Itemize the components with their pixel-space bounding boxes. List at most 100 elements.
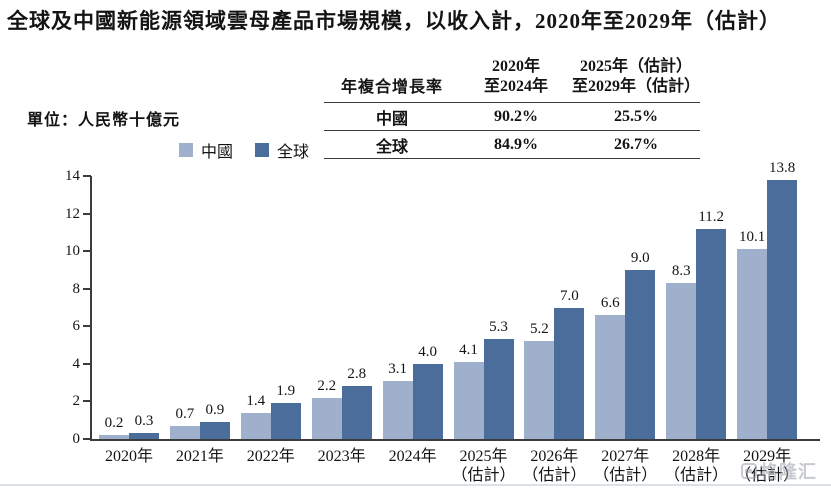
y-axis-tick [83, 287, 91, 290]
bar-value-label: 5.3 [489, 319, 508, 336]
cagr-china-2020-2024: 90.2% [494, 107, 538, 125]
cagr-row-global: 全球 84.9% 26.7% [324, 131, 700, 159]
y-axis-tick [83, 362, 91, 365]
x-axis-label: 2021年 [175, 448, 224, 465]
bar-value-label: 13.8 [768, 159, 796, 176]
bar-value-label: 0.9 [205, 402, 225, 419]
x-axis-label: 2024年 [388, 448, 437, 465]
y-axis-tick [83, 250, 91, 253]
cagr-col1-line1: 2020年 [491, 58, 540, 75]
gelonghui-logo-icon [741, 463, 757, 479]
bar-value-label: 1.9 [276, 383, 296, 400]
chart-title: 全球及中國新能源領域雲母產品市場規模，以收入計，2020年至2029年（估計） [7, 9, 781, 33]
unit-label: 單位：人民幣十億元 [27, 112, 181, 129]
bar-global-2020 [129, 433, 159, 439]
bar-global-2029 [767, 179, 798, 439]
bar-global-2028 [696, 228, 727, 439]
page-bottom-divider [0, 484, 831, 486]
bar-value-label: 2.2 [317, 377, 337, 394]
bar-global-2021 [199, 422, 230, 439]
cagr-global-label: 全球 [375, 138, 408, 156]
bar-value-label: 4.1 [459, 341, 478, 358]
bar-value-label: 9.0 [630, 249, 650, 266]
bar-china-2020 [99, 435, 129, 439]
bar-value-label: 0.7 [175, 405, 195, 422]
bar-china-2023 [311, 397, 342, 439]
x-axis [90, 439, 820, 441]
y-axis-tick-label: 12 [65, 205, 80, 222]
legend-swatch-china-icon [179, 143, 193, 157]
legend-item-china: 中國 [179, 138, 233, 162]
x-axis-label: 2028年 （估計） [664, 448, 729, 484]
cagr-col-header-2025-2029: 2025年（估計） 至2029年（估計） [572, 57, 700, 97]
y-axis-tick [83, 175, 91, 177]
bar-china-2026 [524, 341, 555, 439]
bar-value-label: 1.4 [246, 392, 266, 409]
bar-global-2026 [554, 307, 585, 439]
y-axis-tick-label: 8 [72, 280, 81, 297]
watermark-text: 格隆汇 [760, 462, 817, 482]
bar-value-label: 11.2 [698, 208, 725, 225]
bar-value-label: 0.3 [134, 413, 154, 430]
bar-value-label: 0.2 [104, 415, 124, 432]
bar-china-2027 [595, 315, 626, 439]
bar-value-label: 4.0 [418, 343, 437, 360]
bar-china-2029 [737, 249, 768, 439]
cagr-col1-line2: 至2024年 [483, 78, 548, 95]
y-axis-tick-label: 6 [72, 318, 81, 335]
watermark-gelonghui: 格隆汇 [741, 458, 817, 484]
cagr-china-2025-2029: 25.5% [614, 107, 658, 125]
bar-global-2022 [270, 403, 301, 439]
legend-item-global: 全球 [255, 138, 309, 162]
x-axis-label: 2025年 （估計） [451, 448, 516, 484]
bar-value-label: 7.0 [560, 287, 579, 304]
y-axis-tick [83, 325, 91, 328]
x-axis-label: 2023年 [317, 448, 366, 465]
legend-label-global: 全球 [277, 144, 310, 161]
y-axis-tick [83, 438, 91, 440]
cagr-global-2020-2024: 84.9% [494, 135, 538, 153]
bar-value-label: 2.8 [347, 366, 367, 383]
x-axis-label: 2020年 [104, 448, 154, 465]
legend-label-china: 中國 [201, 144, 234, 161]
cagr-col2-line2: 至2029年（估計） [572, 78, 701, 95]
bar-global-2027 [625, 269, 656, 439]
bar-value-label: 10.1 [738, 229, 766, 246]
bar-china-2024 [382, 380, 413, 439]
y-axis [90, 176, 92, 441]
legend-swatch-global-icon [255, 143, 270, 157]
cagr-table-header: 年複合增長率 2020年 至2024年 2025年（估計） 至2029年（估計） [324, 57, 700, 103]
bar-global-2024 [412, 363, 443, 439]
y-axis-tick-label: 10 [65, 243, 80, 260]
bar-global-2023 [341, 386, 372, 439]
cagr-china-label: 中國 [375, 110, 408, 128]
cagr-global-2025-2029: 26.7% [614, 135, 658, 153]
bar-china-2022 [240, 412, 271, 439]
chart-area: 0.2 0.7 1.4 2.2 3.1 4.1 5.2 6.6 8.3 10.1 0.3 0.9 1.9… [91, 160, 820, 439]
bar-chart: 0 2 4 6 8 10 12 14 0.2 0.7 1.4 2.2 3.1 4.1 5.2 6.6 8.3 1… [0, 160, 831, 489]
bar-global-2025 [483, 339, 514, 439]
y-axis-tick-label: 2 [72, 393, 81, 410]
x-axis-label: 2027年 （估計） [593, 448, 658, 484]
x-axis-label: 2026年 （估計） [522, 448, 587, 484]
bar-value-label: 3.1 [388, 360, 407, 377]
bar-china-2025 [453, 361, 484, 439]
cagr-row-china: 中國 90.2% 25.5% [324, 103, 700, 131]
bar-value-label: 6.6 [600, 295, 620, 312]
cagr-col2-line1: 2025年（估計） [579, 58, 692, 75]
bar-china-2028 [666, 283, 697, 439]
y-axis-tick [83, 400, 91, 403]
cagr-row-header: 年複合增長率 [340, 79, 443, 96]
cagr-col-header-2020-2024: 2020年 至2024年 [460, 57, 572, 97]
bar-value-label: 5.2 [530, 321, 549, 338]
bar-china-2021 [169, 425, 200, 439]
cagr-table: 年複合增長率 2020年 至2024年 2025年（估計） 至2029年（估計）… [324, 57, 700, 159]
legend: 中國 全球 [179, 138, 309, 162]
bar-value-label: 8.3 [671, 263, 691, 280]
x-axis-label: 2022年 [246, 448, 295, 465]
y-axis-tick-label: 4 [72, 355, 81, 372]
y-axis-tick-label: 14 [65, 168, 80, 184]
y-axis-tick [83, 212, 91, 215]
y-axis-tick-label: 0 [72, 431, 81, 447]
